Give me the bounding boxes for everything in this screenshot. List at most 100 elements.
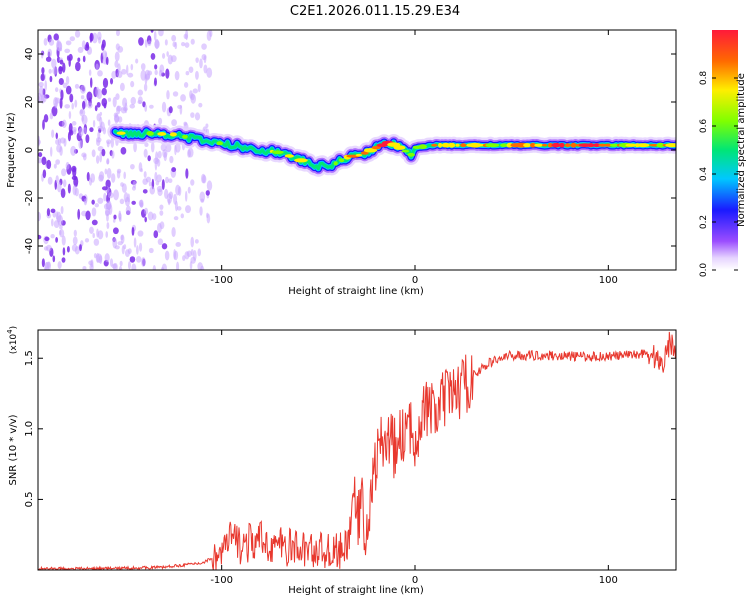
noise-speck (154, 77, 157, 87)
noise-speck (131, 200, 136, 205)
noise-speck (174, 70, 180, 81)
noise-speck (161, 179, 165, 190)
noise-speck (54, 87, 59, 93)
noise-speck (161, 267, 165, 270)
ridge-amplitude-blob (157, 132, 167, 136)
noise-speck (205, 190, 210, 196)
noise-speck (165, 143, 172, 153)
noise-speck (149, 186, 156, 195)
noise-speck (185, 30, 189, 41)
noise-speck (155, 151, 159, 163)
noise-speck (62, 247, 66, 256)
noise-speck (171, 167, 177, 173)
noise-speck (99, 151, 103, 163)
noise-speck (143, 171, 147, 179)
noise-speck (96, 101, 101, 108)
spectrogram-xtick-label: 100 (599, 275, 618, 286)
ridge-amplitude-blob (455, 143, 460, 147)
noise-speck (85, 41, 89, 49)
noise-speck (41, 258, 45, 268)
noise-speck (98, 174, 104, 182)
noise-speck (43, 114, 49, 123)
noise-speck (152, 264, 157, 270)
noise-speck (66, 246, 70, 253)
noise-speck (203, 55, 207, 64)
noise-speck (78, 139, 83, 149)
ridge-amplitude-blob (625, 143, 638, 147)
noise-speck (91, 199, 95, 205)
noise-speck (200, 265, 205, 270)
noise-speck (83, 127, 87, 134)
noise-speck (112, 218, 116, 223)
noise-speck (143, 83, 148, 92)
noise-speck (86, 171, 90, 182)
noise-speck (38, 234, 42, 240)
noise-speck (54, 102, 58, 109)
noise-speck (87, 102, 93, 109)
noise-speck (190, 38, 195, 45)
noise-speck (137, 100, 142, 105)
noise-speck (97, 70, 103, 77)
noise-speck (104, 168, 108, 175)
snr-ytick-label: 1.0 (24, 421, 35, 437)
noise-speck (41, 156, 47, 166)
noise-speck (168, 106, 173, 114)
noise-speck (154, 38, 160, 50)
noise-speck (64, 48, 71, 54)
noise-speck (129, 103, 136, 109)
snr-xtick-label: 0 (412, 575, 418, 586)
noise-speck (157, 188, 163, 196)
ridge-amplitude-blob (448, 142, 456, 148)
noise-speck (89, 127, 94, 133)
noise-speck (91, 207, 97, 217)
noise-speck (82, 153, 87, 161)
noise-speck (185, 71, 190, 76)
noise-speck (161, 101, 167, 113)
noise-speck (106, 158, 110, 165)
noise-speck (195, 70, 199, 80)
noise-speck (182, 255, 186, 262)
noise-speck (111, 263, 117, 269)
noise-speck (114, 60, 119, 68)
noise-speck (133, 237, 137, 248)
noise-speck (161, 243, 168, 250)
ridge-amplitude-blob (407, 152, 416, 157)
ridge-amplitude-blob (333, 161, 338, 166)
noise-speck (129, 256, 136, 263)
noise-speck (114, 51, 120, 62)
noise-speck (109, 77, 114, 85)
ridge-amplitude-blob (438, 142, 443, 148)
snr-ylabel: SNR (10 * v/v) (8, 414, 19, 485)
spectrogram-ridge (107, 122, 676, 177)
noise-speck (102, 50, 108, 59)
colorbar: 0.0 0.2 0.4 0.6 0.8 Normalized spectral ampl… (699, 30, 747, 277)
noise-speck (197, 248, 202, 257)
noise-speck (69, 93, 74, 103)
noise-speck (148, 247, 154, 254)
noise-speck (58, 78, 64, 85)
noise-speck (65, 161, 70, 170)
noise-speck (61, 168, 67, 177)
noise-speck (84, 238, 90, 243)
noise-speck (92, 233, 95, 239)
noise-speck (166, 51, 169, 57)
noise-speck (172, 41, 177, 48)
noise-speck (47, 176, 53, 185)
noise-speck (121, 68, 127, 75)
noise-speck (106, 213, 109, 222)
spectrogram-ytick-label: -20 (24, 190, 35, 206)
ridge-amplitude-blob (146, 130, 154, 136)
colorbar-tick-label: 0.2 (699, 215, 709, 229)
noise-speck (143, 148, 148, 158)
noise-speck (53, 33, 59, 41)
ridge-amplitude-blob (530, 142, 536, 148)
noise-speck (159, 221, 165, 230)
noise-speck (44, 80, 48, 92)
noise-speck (112, 237, 118, 249)
noise-speck (115, 43, 120, 51)
noise-speck (112, 227, 119, 235)
noise-speck (62, 179, 67, 188)
noise-speck (43, 38, 48, 46)
ridge-amplitude-blob (271, 150, 284, 154)
